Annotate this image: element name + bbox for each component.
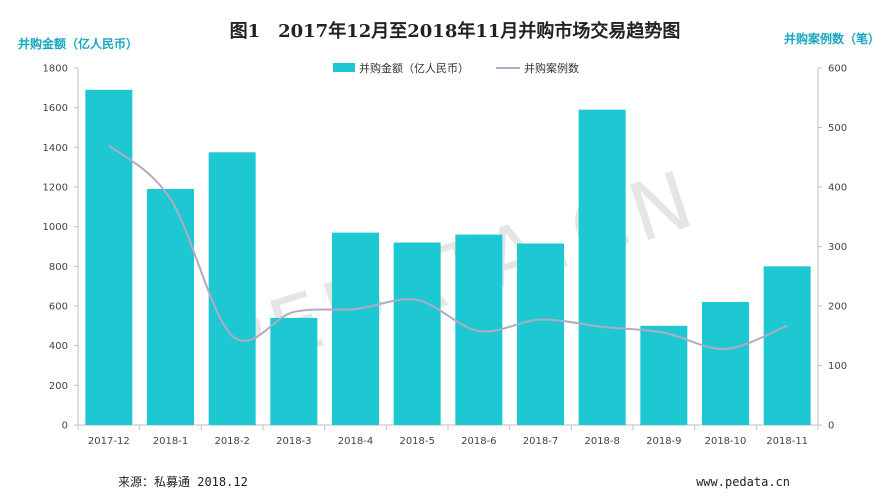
right-tick-label: 600 <box>828 64 847 75</box>
left-tick-label: 1200 <box>43 183 68 194</box>
right-axis-ticks: 0 100 200 300 400 500 600 <box>818 64 847 432</box>
x-tick-label: 2018-11 <box>766 436 808 447</box>
source-note: 来源：私募通 2018.12 <box>118 475 248 489</box>
bar-2018-7 <box>517 243 564 425</box>
line-series <box>108 144 788 350</box>
right-tick-label: 0 <box>828 421 834 432</box>
x-tick-label: 2018-3 <box>276 436 311 447</box>
x-tick-label: 2018-6 <box>461 436 496 447</box>
left-tick-label: 1400 <box>43 143 68 154</box>
line-case-count <box>108 144 788 350</box>
x-tick-label: 2018-9 <box>646 436 681 447</box>
left-tick-label: 1800 <box>43 64 68 75</box>
right-tick-label: 400 <box>828 183 847 194</box>
bar-2018-11 <box>763 266 811 425</box>
x-tick-label: 2018-10 <box>705 436 747 447</box>
x-tick-label: 2018-7 <box>523 436 558 447</box>
left-tick-label: 400 <box>49 341 68 352</box>
bar-2018-8 <box>578 109 626 426</box>
bar-2017-12 <box>85 89 133 426</box>
right-axis-title: 并购案例数（笔） <box>784 31 880 46</box>
left-tick-label: 800 <box>49 262 68 273</box>
right-tick-label: 200 <box>828 302 847 313</box>
left-axis-title: 并购金额（亿人民币） <box>18 36 138 51</box>
bar-2018-2 <box>208 152 256 425</box>
left-tick-label: 0 <box>62 421 68 432</box>
bar-2018-4 <box>332 232 379 425</box>
left-tick-label: 1000 <box>43 222 68 233</box>
bar-2018-3 <box>270 317 318 425</box>
legend: 并购金额（亿人民币） 并购案例数 <box>333 61 579 75</box>
bar-2018-5 <box>393 242 441 425</box>
x-tick-label: 2018-1 <box>153 436 188 447</box>
x-tick-label: 2018-8 <box>584 436 619 447</box>
legend-line-label: 并购案例数 <box>524 61 579 75</box>
bar-2018-10 <box>702 302 749 425</box>
x-axis-ticks: 2017-12 2018-1 2018-2 2018-3 2018-4 2018-5 201… <box>77 425 819 447</box>
left-tick-label: 200 <box>49 381 68 392</box>
x-tick-label: 2018-4 <box>338 436 373 447</box>
x-tick-label: 2017-12 <box>88 436 130 447</box>
x-tick-label: 2018-5 <box>399 436 434 447</box>
website-url: www.pedata.cn <box>696 475 790 489</box>
right-tick-label: 300 <box>828 242 847 253</box>
bar-series <box>85 89 811 426</box>
chart-title: 图1 2017年12月至2018年11月并购市场交易趋势图 <box>230 20 681 42</box>
left-tick-label: 1600 <box>43 103 68 114</box>
left-tick-label: 600 <box>49 302 68 313</box>
bar-2018-9 <box>640 325 688 425</box>
right-tick-label: 100 <box>828 361 847 372</box>
x-tick-label: 2018-2 <box>214 436 249 447</box>
legend-bar-label: 并购金额（亿人民币） <box>359 61 469 75</box>
bar-2018-1 <box>147 188 194 425</box>
left-axis-ticks: 0 200 400 600 800 1000 1200 1400 1600 1800 <box>43 64 78 432</box>
right-tick-label: 500 <box>828 123 847 134</box>
legend-bar-swatch <box>333 63 355 72</box>
